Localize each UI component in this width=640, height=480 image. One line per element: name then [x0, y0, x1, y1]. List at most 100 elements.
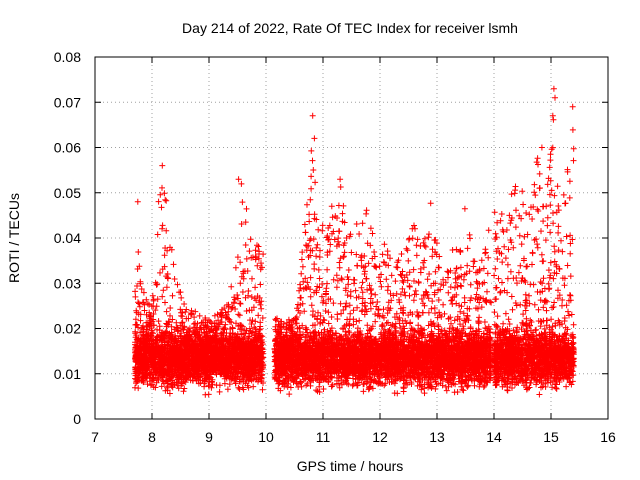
data-point — [245, 288, 252, 294]
data-point — [307, 274, 314, 281]
chart-title: Day 214 of 2022, Rate Of TEC Index for r… — [182, 20, 518, 36]
data-point — [162, 196, 169, 203]
data-point — [367, 305, 374, 312]
data-point — [239, 199, 246, 206]
data-point — [360, 388, 367, 395]
data-point — [166, 319, 173, 326]
data-point — [163, 308, 170, 315]
data-point — [407, 319, 414, 326]
data-point — [137, 317, 144, 324]
data-point — [157, 269, 163, 276]
data-point — [213, 382, 220, 389]
data-point — [242, 242, 249, 248]
data-point — [466, 231, 473, 238]
data-point — [404, 247, 411, 254]
data-point — [328, 314, 335, 320]
data-point — [254, 242, 260, 249]
data-point — [260, 380, 266, 386]
data-point — [333, 284, 340, 291]
data-points — [132, 85, 577, 398]
data-point — [255, 243, 262, 250]
data-point — [315, 266, 322, 273]
data-point — [154, 281, 161, 288]
data-point — [248, 254, 255, 261]
data-point — [132, 316, 139, 323]
data-point — [249, 275, 255, 282]
data-point — [347, 310, 354, 317]
data-point — [328, 203, 335, 210]
data-point — [132, 384, 138, 391]
data-point — [484, 270, 491, 277]
data-point — [358, 284, 365, 291]
data-point — [177, 322, 184, 329]
data-point — [225, 308, 232, 315]
data-point — [467, 281, 474, 288]
data-point — [319, 222, 326, 229]
data-point — [242, 219, 249, 226]
data-point — [149, 292, 156, 299]
data-point — [159, 184, 165, 191]
data-point — [257, 281, 264, 288]
data-point — [286, 391, 293, 398]
data-point — [368, 290, 375, 297]
data-point — [248, 294, 255, 300]
data-point — [135, 249, 142, 255]
data-point — [246, 248, 253, 255]
data-point — [163, 197, 170, 204]
data-point — [214, 311, 221, 318]
data-point — [451, 284, 458, 291]
data-point — [173, 319, 180, 326]
data-point — [138, 286, 145, 292]
data-point — [258, 305, 265, 312]
data-point — [350, 321, 357, 328]
data-point — [132, 293, 139, 300]
data-point — [236, 312, 243, 319]
data-point — [144, 300, 151, 307]
data-point — [224, 386, 231, 393]
data-point — [353, 221, 360, 227]
data-point — [177, 306, 184, 313]
data-point — [457, 282, 464, 289]
data-point — [319, 227, 326, 234]
data-point — [240, 330, 247, 337]
data-point — [337, 300, 344, 307]
data-point — [307, 293, 314, 300]
data-point — [380, 306, 387, 313]
data-point — [325, 320, 332, 327]
data-point — [136, 300, 142, 307]
data-point — [343, 380, 350, 387]
data-point — [345, 267, 352, 273]
data-point — [137, 278, 144, 285]
data-point — [243, 255, 250, 262]
data-point — [306, 211, 313, 218]
data-point — [237, 280, 244, 287]
data-point — [213, 371, 220, 378]
data-point — [162, 299, 168, 306]
data-point — [406, 269, 413, 276]
data-point — [160, 287, 167, 294]
data-point — [154, 326, 160, 333]
data-point — [202, 391, 209, 398]
data-point — [250, 383, 257, 390]
data-point — [237, 300, 244, 307]
data-point — [316, 275, 323, 282]
data-point — [234, 292, 241, 298]
data-point — [216, 388, 223, 395]
data-point — [155, 318, 162, 325]
data-point — [413, 252, 420, 259]
data-point — [156, 323, 163, 330]
data-point — [239, 289, 246, 295]
data-point — [183, 315, 190, 322]
data-point — [167, 305, 174, 311]
data-point — [252, 284, 259, 291]
data-point — [196, 312, 203, 319]
data-point — [201, 383, 208, 390]
data-point — [243, 308, 250, 314]
data-point — [259, 386, 266, 393]
data-point — [352, 287, 359, 294]
data-point — [339, 210, 346, 217]
data-point — [169, 316, 176, 323]
data-point — [410, 297, 417, 304]
data-point — [154, 231, 161, 238]
data-point — [301, 221, 308, 228]
